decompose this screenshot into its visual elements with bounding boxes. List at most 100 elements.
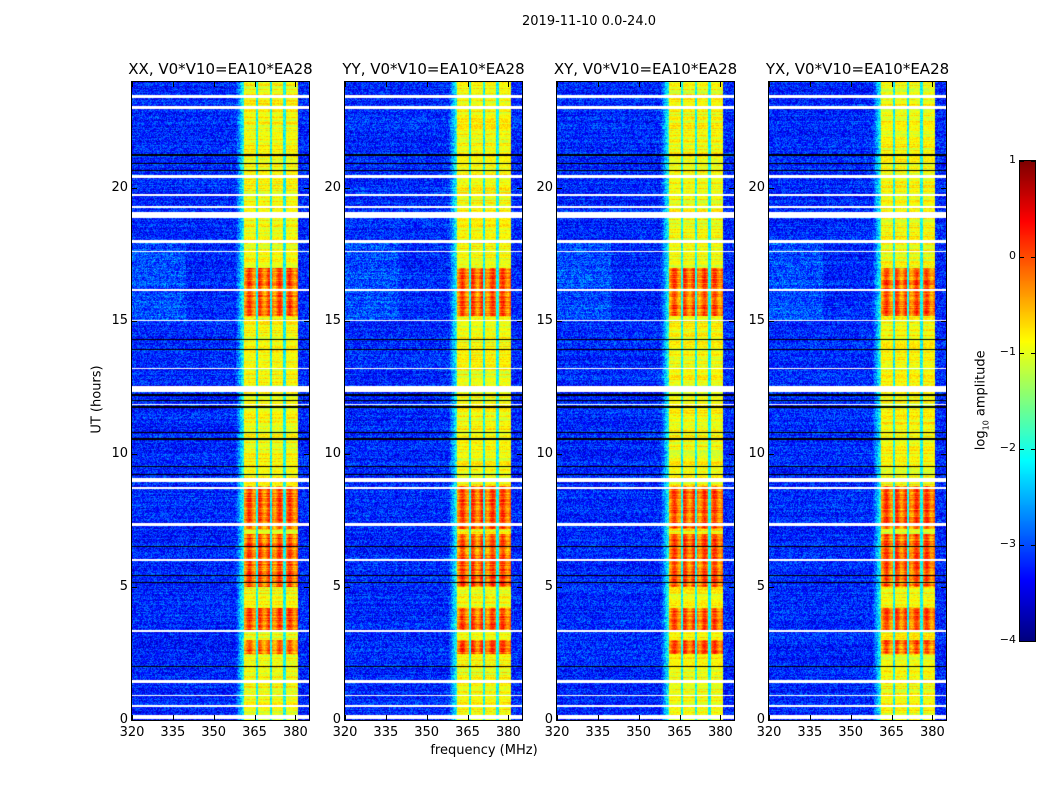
colorbar-label-sub: 10	[981, 420, 991, 431]
y-tick-right	[517, 321, 522, 323]
colorbar-tick	[1020, 257, 1024, 258]
x-tick-top	[295, 82, 297, 87]
y-tick-right	[941, 720, 946, 721]
x-axis-label: frequency (MHz)	[430, 743, 538, 758]
colorbar-tick-right	[1031, 449, 1035, 450]
x-tick-top	[720, 82, 722, 87]
x-tick-label: 350	[626, 725, 652, 740]
y-tick-label: 15	[748, 313, 765, 329]
x-tick	[254, 715, 256, 720]
x-tick	[295, 715, 297, 720]
x-tick	[720, 715, 722, 720]
y-tick	[769, 587, 774, 589]
y-tick	[769, 454, 774, 456]
x-tick-top	[597, 82, 599, 87]
x-tick-top	[426, 82, 428, 87]
spectrogram-panel-1: XX, V0*V10=EA10*EA28 320 335 350 365 380 0 5 10 1…	[111, 60, 312, 740]
colorbar: 1 0 −1 −2 −3 −4	[1000, 153, 1036, 646]
x-tick-label: 350	[201, 725, 227, 740]
y-tick-label: 5	[544, 579, 553, 595]
panel-title: YX, V0*V10=EA10*EA28	[765, 60, 950, 78]
x-tick-label: 335	[373, 725, 399, 740]
y-tick-right	[729, 188, 734, 190]
colorbar-tick	[1020, 161, 1024, 162]
x-tick-label: 365	[455, 725, 480, 740]
x-tick	[557, 715, 558, 720]
y-tick-label: 10	[536, 446, 553, 462]
x-tick	[932, 715, 934, 720]
x-tick-label: 320	[756, 725, 782, 740]
spectrogram-image	[132, 82, 309, 720]
x-tick	[467, 715, 469, 720]
y-tick-label: 10	[324, 446, 341, 462]
y-tick-right	[729, 587, 734, 589]
x-tick-top	[508, 82, 510, 87]
figure-title: 2019-11-10 0.0-24.0	[522, 14, 656, 29]
y-tick-label: 0	[756, 712, 765, 727]
x-tick	[385, 715, 387, 720]
y-tick-label: 5	[119, 579, 128, 595]
spectrogram-image	[345, 82, 522, 720]
x-tick-top	[769, 82, 770, 87]
y-tick-right	[304, 321, 309, 323]
x-tick-label: 380	[707, 725, 733, 740]
colorbar-tick-label: −2	[999, 441, 1016, 454]
y-tick-right	[729, 321, 734, 323]
y-tick-label: 15	[536, 313, 553, 329]
x-tick-top	[345, 82, 346, 87]
y-tick	[345, 454, 350, 456]
y-tick	[557, 188, 562, 190]
y-tick-label: 15	[324, 313, 341, 329]
x-tick	[597, 715, 599, 720]
spectrogram-image	[769, 82, 946, 720]
x-tick-top	[850, 82, 852, 87]
x-tick-label: 350	[838, 725, 864, 740]
y-tick-label: 10	[748, 446, 765, 462]
colorbar-tick-right	[1031, 257, 1035, 258]
y-tick	[345, 188, 350, 190]
y-tick-right	[304, 454, 309, 456]
x-tick-label: 380	[282, 725, 308, 740]
x-tick	[891, 715, 893, 720]
colorbar-label-text: amplitude	[973, 350, 989, 421]
colorbar-label-log: log	[973, 430, 989, 451]
y-tick-right	[941, 188, 946, 190]
y-tick	[345, 587, 350, 589]
y-axis-label: UT (hours)	[89, 365, 105, 434]
y-tick-label: 0	[119, 712, 128, 727]
x-tick-label: 365	[242, 725, 267, 740]
x-tick-top	[679, 82, 681, 87]
colorbar-tick-label: −1	[999, 345, 1016, 358]
x-tick	[213, 715, 215, 720]
x-tick	[638, 715, 640, 720]
y-tick-right	[517, 587, 522, 589]
colorbar-tick-label: 1	[1009, 153, 1016, 166]
x-tick	[508, 715, 510, 720]
x-tick-top	[254, 82, 256, 87]
y-tick	[769, 321, 774, 323]
y-tick	[345, 321, 350, 323]
y-tick-label: 0	[544, 712, 553, 727]
x-tick-label: 350	[414, 725, 440, 740]
x-tick-label: 380	[919, 725, 945, 740]
y-tick	[557, 454, 562, 456]
x-tick	[132, 715, 133, 720]
y-tick	[132, 188, 137, 190]
y-tick-label: 20	[536, 180, 553, 196]
x-tick-label: 365	[879, 725, 904, 740]
y-tick-label: 20	[111, 180, 128, 196]
x-tick-top	[132, 82, 133, 87]
y-tick-right	[941, 321, 946, 323]
x-tick-label: 380	[495, 725, 521, 740]
y-tick-label: 20	[748, 180, 765, 196]
x-tick-top	[932, 82, 934, 87]
y-tick	[769, 720, 774, 721]
colorbar-tick-right	[1031, 641, 1035, 642]
y-tick	[132, 321, 137, 323]
y-tick-label: 10	[111, 446, 128, 462]
colorbar-tick-label: −3	[999, 537, 1016, 550]
x-tick-label: 335	[797, 725, 823, 740]
spectrogram-panel-3: XY, V0*V10=EA10*EA28 320 335 350 365 380 0 5 10 1…	[536, 60, 737, 740]
x-tick	[809, 715, 811, 720]
